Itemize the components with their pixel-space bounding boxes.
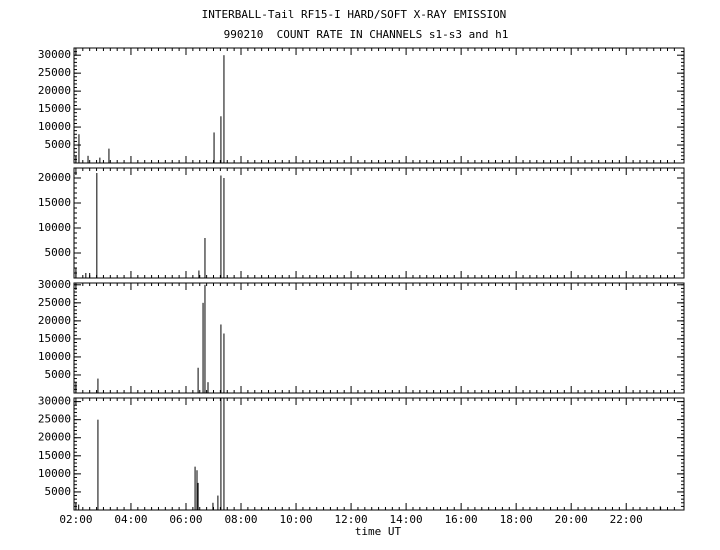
y-tick-label: 30000 [38,278,71,291]
y-tick-label: 10000 [38,467,71,480]
chart-subtitle: 990210 COUNT RATE IN CHANNELS s1-s3 and … [224,28,509,41]
y-tick-label: 20000 [38,431,71,444]
x-axis-label: time UT [355,525,402,538]
panel-frame [73,397,685,511]
panel-frame [73,47,685,164]
x-tick-label: 06:00 [169,513,202,526]
x-tick-label: 14:00 [390,513,423,526]
y-tick-label: 25000 [38,296,71,309]
x-tick-label: 02:00 [59,513,92,526]
y-tick-label: 25000 [38,413,71,426]
y-tick-label: 20000 [38,314,71,327]
y-tick-label: 5000 [45,485,72,498]
y-tick-label: 15000 [38,102,71,115]
x-tick-label: 16:00 [445,513,478,526]
x-tick-label: 10:00 [279,513,312,526]
y-tick-label: 15000 [38,332,71,345]
y-tick-label: 30000 [38,395,71,408]
y-tick-label: 5000 [45,246,72,259]
y-tick-label: 15000 [38,449,71,462]
y-tick-label: 10000 [38,350,71,363]
y-tick-label: 20000 [38,84,71,97]
x-tick-label: 22:00 [610,513,643,526]
y-tick-label: 5000 [45,368,72,381]
y-tick-label: 10000 [38,120,71,133]
x-tick-label: 18:00 [500,513,533,526]
x-tick-label: 08:00 [224,513,257,526]
chart-title: INTERBALL-Tail RF15-I HARD/SOFT X-RAY EM… [202,8,507,21]
x-tick-label: 12:00 [335,513,368,526]
panel-frame [73,282,685,394]
y-tick-label: 15000 [38,196,71,209]
y-tick-label: 25000 [38,66,71,79]
y-tick-label: 10000 [38,221,71,234]
panel-frame [73,167,685,279]
x-tick-label: 20:00 [555,513,588,526]
y-tick-label: 30000 [38,48,71,61]
x-tick-label: 04:00 [114,513,147,526]
y-tick-label: 5000 [45,138,72,151]
y-tick-label: 20000 [38,171,71,184]
